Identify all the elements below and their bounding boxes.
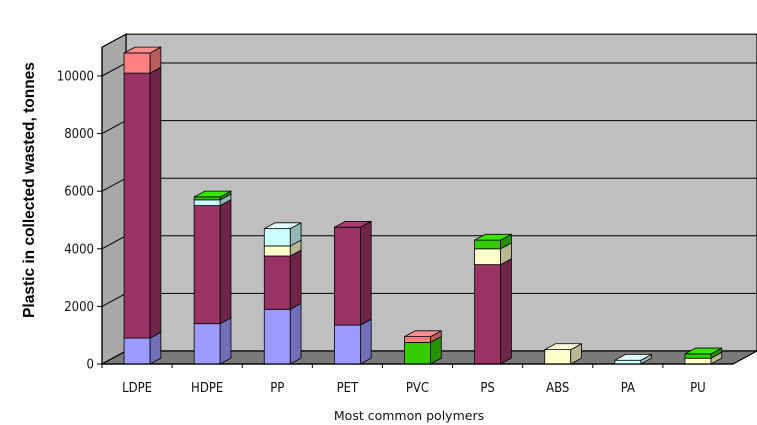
bar-segment <box>263 228 291 247</box>
y-tick-label: 4000 <box>64 242 94 257</box>
bar-segment <box>474 264 502 365</box>
bar-segment-side <box>289 249 302 310</box>
y-tick-label: 6000 <box>64 185 94 200</box>
y-tick-label: 0 <box>87 358 94 373</box>
bar-pvc <box>404 330 442 365</box>
bar-segment-top <box>123 46 162 54</box>
bar-segment <box>333 324 361 365</box>
bar-segment <box>263 255 291 310</box>
y-tick-label: 2000 <box>64 300 94 315</box>
x-tick-label: HDPE <box>191 381 223 396</box>
bar-segment <box>544 349 572 365</box>
bar-segment-side <box>289 302 302 365</box>
bar-segment <box>333 226 361 326</box>
bar-segment <box>404 341 431 365</box>
bar-segment-top <box>684 347 722 355</box>
x-tick-label: LDPE <box>122 381 152 396</box>
y-axis: 0 2000 4000 6000 8000 10000 <box>57 47 103 373</box>
bar-segment <box>193 199 221 206</box>
x-tick-label: PU <box>690 381 706 396</box>
bar-pa <box>614 353 653 365</box>
bar-segment <box>263 245 291 257</box>
bar-segment-top <box>193 190 232 198</box>
bar-segment-top <box>614 354 652 361</box>
bar-segment <box>193 323 221 365</box>
bar-segment-top <box>544 343 582 351</box>
y-tick-label: 8000 <box>64 127 94 142</box>
bar-segment-top <box>474 233 512 241</box>
bar-segment-top <box>404 330 442 338</box>
bar-pet <box>333 220 372 365</box>
bar-ldpe <box>123 46 162 365</box>
bar-segment <box>123 72 151 339</box>
bar-segment <box>123 52 151 74</box>
bar-hdpe <box>193 190 232 365</box>
bar-segment-side <box>359 220 372 326</box>
bar-segment-side <box>500 258 512 365</box>
bar-segment <box>474 239 502 250</box>
bar-pp <box>263 222 302 365</box>
bar-segment-top <box>334 220 372 228</box>
bar-segment <box>263 308 291 365</box>
bar-segment <box>474 248 502 266</box>
bar-segment <box>404 336 431 343</box>
x-tick-label: PVC <box>406 381 429 396</box>
bar-segment-side <box>359 318 372 365</box>
x-tick-label: ABS <box>546 381 569 396</box>
side-wall <box>101 33 127 366</box>
bar-segment <box>684 353 712 359</box>
x-axis: LDPE HDPE PP PET PVC PS ABS PA PU <box>101 363 733 396</box>
bar-segment-side <box>219 199 232 325</box>
bar-abs <box>544 343 582 365</box>
bar-segment <box>193 205 221 325</box>
bar-segment <box>684 357 712 365</box>
x-tick-label: PS <box>480 381 494 396</box>
bar-segment-top <box>264 222 302 230</box>
bars <box>123 46 723 365</box>
y-axis-label: Plastic in collected wasted, tonnes <box>21 62 38 318</box>
x-axis-label: Most common polymers <box>334 408 484 423</box>
bar-segment-side <box>219 317 232 365</box>
x-tick-label: PA <box>621 381 635 396</box>
bar-pu <box>684 347 723 365</box>
bar-ps <box>474 233 512 365</box>
x-tick-label: PET <box>337 381 359 396</box>
bar-segment-side <box>149 66 162 339</box>
bar-segment <box>193 196 221 201</box>
bar-segment <box>123 337 151 365</box>
y-tick-label: 10000 <box>57 70 94 85</box>
x-tick-label: PP <box>270 381 284 396</box>
